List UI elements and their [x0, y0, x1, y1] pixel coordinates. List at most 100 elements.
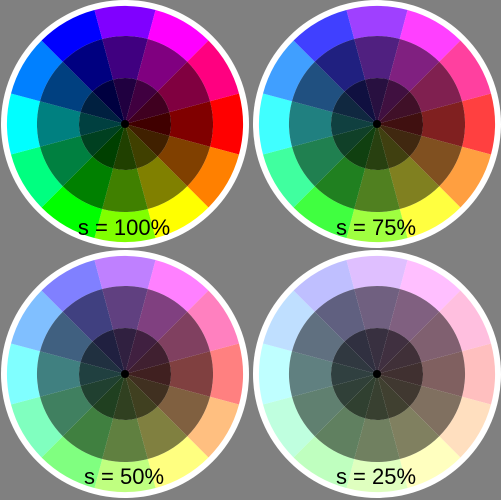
hue-segment: [79, 112, 125, 136]
hue-segment: [113, 124, 137, 170]
hue-segment: [293, 10, 355, 62]
hue-segment: [136, 156, 188, 210]
hue-segment: [113, 328, 137, 374]
hue-segment: [147, 10, 209, 62]
hue-segment: [377, 341, 422, 374]
hue-segment: [62, 288, 114, 342]
hue-segment: [314, 288, 366, 342]
hue-segment: [187, 40, 239, 102]
hue-segment: [439, 146, 491, 208]
hue-segment: [331, 362, 377, 386]
hue-segment: [293, 260, 355, 312]
hue-segment: [399, 10, 461, 62]
hue-segment: [113, 78, 137, 124]
hue-segment: [125, 124, 158, 169]
hue-segment: [354, 36, 400, 80]
hue-segment: [39, 135, 93, 187]
hue-segment: [332, 91, 377, 124]
hue-segment: [92, 329, 125, 374]
hue-segment: [354, 168, 400, 212]
hue-segment: [346, 5, 408, 39]
hue-segment: [39, 61, 93, 113]
hue-segment: [11, 290, 63, 352]
hue-segment: [37, 101, 81, 147]
hue-segment: [187, 290, 239, 352]
hue-segment: [399, 260, 461, 312]
hue-segment: [388, 156, 440, 210]
hue-segment: [102, 418, 148, 462]
center-dot: [121, 120, 129, 128]
hue-segment: [125, 329, 158, 374]
hue-segment: [125, 374, 170, 407]
wheel-label-s50: s = 50%: [83, 464, 165, 489]
hue-segment: [346, 209, 408, 242]
hue-segment: [439, 290, 491, 352]
hue-segment: [388, 288, 440, 342]
hue-segment: [259, 343, 292, 405]
hue-segment: [354, 286, 400, 330]
hue-segment: [377, 362, 423, 386]
hue-segment: [377, 329, 410, 374]
hue-segment: [354, 418, 400, 462]
hue-segment: [169, 351, 213, 397]
hue-segment: [365, 124, 389, 170]
center-dot: [373, 120, 381, 128]
hue-segment: [136, 406, 188, 460]
hue-segment: [41, 436, 103, 488]
hue-segment: [332, 124, 377, 157]
hue-segment: [125, 374, 158, 419]
hue-segment: [6, 343, 40, 405]
hue-segment: [331, 112, 377, 136]
center-dot: [373, 370, 381, 378]
hue-segment: [332, 374, 377, 407]
hue-segment: [11, 40, 63, 102]
wheel-label-s25: s = 25%: [335, 464, 417, 489]
hue-segment: [147, 186, 209, 238]
hue-segment: [365, 374, 389, 420]
hue-segment: [157, 61, 211, 113]
hue-segment: [462, 343, 495, 405]
hue-segment: [79, 362, 125, 386]
hue-segment: [263, 396, 315, 458]
hue-segment: [41, 260, 103, 312]
hue-segment: [80, 374, 125, 407]
hue-segment: [439, 40, 491, 102]
hue-segment: [377, 112, 423, 136]
hue-segment: [6, 93, 40, 155]
center-dot: [121, 370, 129, 378]
hue-segment: [377, 124, 410, 169]
hue-segment: [39, 311, 93, 363]
hue-segment: [147, 260, 209, 312]
hue-segment: [409, 135, 463, 187]
hue-segment: [388, 38, 440, 92]
hue-segment: [293, 186, 355, 238]
hue-segment: [263, 40, 315, 102]
hue-segment: [399, 186, 461, 238]
hue-segment: [92, 374, 125, 419]
wheel-label-s75: s = 75%: [335, 215, 417, 240]
hue-segment: [332, 341, 377, 374]
hue-segment: [291, 61, 345, 113]
hue-segment: [462, 93, 495, 155]
hue-segment: [291, 385, 345, 437]
color-wheel-3: [253, 250, 501, 498]
hue-segment: [187, 396, 239, 458]
hue-segment: [147, 436, 209, 488]
hue-segment: [291, 135, 345, 187]
hue-segment: [94, 459, 156, 492]
hue-segment: [80, 341, 125, 374]
color-wheel-1: [253, 0, 501, 248]
hue-segment: [41, 10, 103, 62]
hue-segment: [125, 341, 170, 374]
hue-segment: [80, 124, 125, 157]
hue-segment: [377, 91, 422, 124]
hue-segment: [125, 91, 170, 124]
hue-segment: [314, 156, 366, 210]
hue-segment: [344, 124, 377, 169]
hue-segment: [125, 362, 171, 386]
hue-segment: [62, 406, 114, 460]
hue-segment: [388, 406, 440, 460]
color-wheel-0: [1, 0, 249, 248]
